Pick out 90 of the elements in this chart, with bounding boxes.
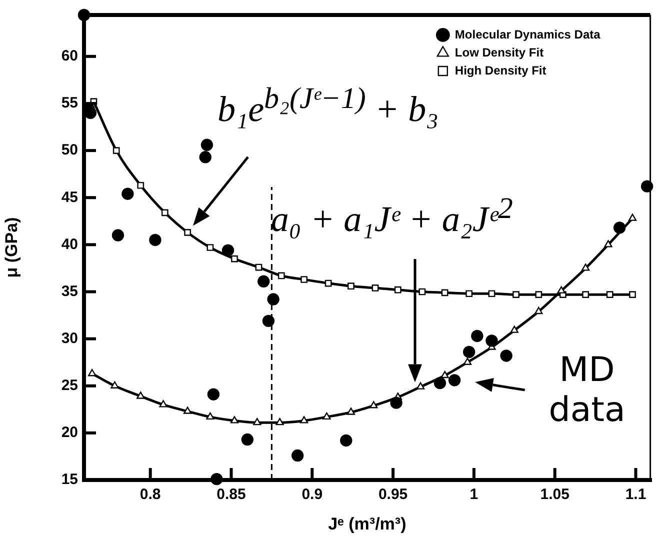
y-tick-label: 40 xyxy=(61,236,78,253)
point xyxy=(137,182,144,189)
point xyxy=(230,416,239,424)
point xyxy=(110,381,119,388)
point xyxy=(300,416,308,424)
point xyxy=(370,401,378,408)
point xyxy=(486,334,498,347)
legend-label: Low Density Fit xyxy=(454,45,544,60)
point xyxy=(340,434,352,447)
point xyxy=(466,290,473,298)
point xyxy=(122,188,134,200)
legend-label: High Density Fit xyxy=(454,63,546,78)
point xyxy=(112,229,124,242)
x-tick-label: 0.9 xyxy=(302,486,323,504)
point xyxy=(88,369,96,376)
point xyxy=(300,276,308,283)
point xyxy=(471,330,484,342)
y-tick-label: 55 xyxy=(61,94,78,112)
point xyxy=(629,291,636,298)
point xyxy=(613,222,626,234)
point xyxy=(161,209,168,216)
point xyxy=(582,264,590,271)
point xyxy=(440,370,449,378)
point xyxy=(418,288,426,296)
point xyxy=(510,326,518,333)
annotation: b₁e$^{b₂(Jᵉ−1)}$ + b₃ xyxy=(218,82,439,130)
point xyxy=(557,286,566,294)
point xyxy=(253,418,262,426)
point xyxy=(231,255,238,262)
point xyxy=(606,291,614,298)
point xyxy=(628,214,637,221)
point xyxy=(159,400,168,408)
x-tick-label: 0.85 xyxy=(216,486,246,504)
point xyxy=(448,374,461,386)
point xyxy=(149,234,162,246)
point xyxy=(535,291,542,298)
y-tick-label: 45 xyxy=(61,188,78,206)
point xyxy=(262,314,275,328)
point xyxy=(512,291,520,298)
point xyxy=(136,392,145,399)
x-tick-label: 0.8 xyxy=(140,486,161,504)
point xyxy=(324,280,332,287)
point xyxy=(582,291,590,298)
annotation: MD data xyxy=(548,350,626,430)
point xyxy=(258,275,270,288)
point xyxy=(390,396,402,409)
point xyxy=(267,293,280,306)
point xyxy=(183,406,192,414)
point xyxy=(199,151,212,164)
point xyxy=(394,286,402,294)
point xyxy=(112,147,120,154)
annotation: a₀ + a₁Jᵉ + a₂Jᵉ$^{2}$ xyxy=(270,192,513,240)
x-tick-label: 1 xyxy=(470,486,478,504)
point xyxy=(222,244,234,256)
y-tick-label: 35 xyxy=(61,282,78,300)
point xyxy=(534,306,543,314)
x-tick-label: 1.05 xyxy=(540,486,570,504)
point xyxy=(434,376,446,390)
point xyxy=(278,272,285,280)
point xyxy=(207,388,220,400)
point xyxy=(255,264,262,271)
y-axis-title: μ (GPa) xyxy=(2,217,21,278)
point xyxy=(210,472,223,486)
point xyxy=(500,350,512,362)
point xyxy=(206,244,214,251)
point xyxy=(441,289,448,296)
legend-label: Molecular Dynamics Data xyxy=(454,27,601,42)
y-tick-label: 60 xyxy=(61,48,78,65)
y-tick-label: 30 xyxy=(61,330,78,347)
point xyxy=(348,282,354,290)
point xyxy=(184,229,191,236)
y-tick-label: 50 xyxy=(61,142,78,159)
point xyxy=(291,449,304,462)
x-axis-title: Jᵉ (m³/m³) xyxy=(328,514,406,534)
point xyxy=(206,412,214,420)
point xyxy=(488,290,496,298)
point xyxy=(200,138,214,151)
point xyxy=(322,412,331,420)
point xyxy=(276,418,284,426)
y-tick-label: 15 xyxy=(61,471,78,488)
point xyxy=(372,284,379,292)
y-tick-label: 20 xyxy=(61,424,78,442)
point xyxy=(463,358,472,365)
point xyxy=(604,240,612,248)
point xyxy=(241,433,254,446)
x-tick-label: 0.95 xyxy=(378,486,408,504)
point xyxy=(462,346,476,358)
y-tick-label: 25 xyxy=(61,377,78,394)
point xyxy=(346,408,356,415)
x-tick-label: 1.1 xyxy=(625,486,646,504)
